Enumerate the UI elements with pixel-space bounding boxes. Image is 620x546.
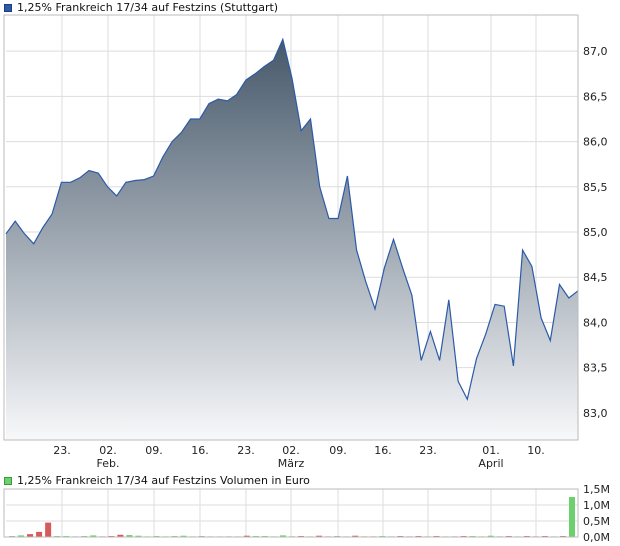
price-x-tick-label: 23. xyxy=(53,444,71,457)
price-y-tick-label: 83,0 xyxy=(583,407,608,420)
price-area-group xyxy=(5,37,579,441)
volume-legend: 1,25% Frankreich 17/34 auf Festzins Volu… xyxy=(4,474,310,487)
volume-bar xyxy=(90,535,97,537)
price-legend-swatch-icon xyxy=(4,3,12,12)
volume-bar xyxy=(135,535,142,537)
price-x-tick-label: 09. xyxy=(145,444,163,457)
volume-bar xyxy=(27,534,34,537)
volume-bar xyxy=(45,522,52,537)
volume-y-tick-label: 1,0M xyxy=(583,499,610,512)
price-y-tick-label: 84,5 xyxy=(583,271,608,284)
price-frame-rect xyxy=(3,14,579,441)
price-x-month-label: Feb. xyxy=(97,457,120,470)
price-y-tick-label: 84,0 xyxy=(583,316,608,329)
price-plot-frame xyxy=(3,14,579,441)
price-x-month-label: März xyxy=(278,457,305,470)
volume-chart-title: 1,25% Frankreich 17/34 auf Festzins Volu… xyxy=(17,474,310,487)
volume-bar xyxy=(180,535,187,537)
price-y-tick-label: 86,0 xyxy=(583,136,608,149)
volume-bar xyxy=(117,534,124,537)
price-x-tick-label: 16. xyxy=(191,444,209,457)
volume-bar xyxy=(18,535,25,537)
price-legend: 1,25% Frankreich 17/34 auf Festzins (Stu… xyxy=(4,1,278,14)
volume-bar xyxy=(126,535,133,537)
volume-grid xyxy=(6,488,578,537)
volume-bars xyxy=(9,497,575,538)
price-y-tick-label: 86,5 xyxy=(583,90,608,103)
volume-y-tick-label: 0,5M xyxy=(583,515,610,528)
volume-bar xyxy=(36,531,43,537)
volume-bar xyxy=(487,535,494,537)
volume-y-axis: 1,5M 1,0M 0,5M 0,0M xyxy=(583,483,610,544)
price-x-tick-label: 23. xyxy=(419,444,437,457)
volume-y-tick-label: 1,5M xyxy=(583,483,610,496)
volume-y-tick-label: 0,0M xyxy=(583,531,610,544)
volume-bar xyxy=(279,535,286,537)
volume-plot-frame xyxy=(3,488,579,538)
price-y-axis: 83,0 83,5 84,0 84,5 85,0 85,5 86,0 86,5 87,0 xyxy=(583,45,608,420)
price-y-tick-label: 85,0 xyxy=(583,226,608,239)
volume-bar xyxy=(352,535,359,537)
price-chart-title: 1,25% Frankreich 17/34 auf Festzins (Stu… xyxy=(17,1,279,14)
volume-legend-swatch-icon xyxy=(4,476,12,485)
volume-bar xyxy=(243,535,250,537)
price-area-fill xyxy=(6,39,578,441)
price-y-tick-label: 85,5 xyxy=(583,181,608,194)
volume-frame-rect xyxy=(3,488,579,538)
price-x-tick-label: 16. xyxy=(374,444,392,457)
price-x-tick-label: 02. xyxy=(282,444,300,457)
price-x-tick-label: 10. xyxy=(527,444,545,457)
price-x-tick-label: 09. xyxy=(329,444,347,457)
price-y-tick-label: 87,0 xyxy=(583,45,608,58)
price-x-tick-label: 23. xyxy=(237,444,255,457)
price-series-line xyxy=(5,37,579,402)
price-x-tick-label: 02. xyxy=(99,444,117,457)
price-x-tick-label: 01. xyxy=(482,444,500,457)
volume-bar xyxy=(569,497,575,537)
price-y-tick-label: 83,5 xyxy=(583,362,608,375)
price-x-month-label: April xyxy=(478,457,503,470)
volume-bar xyxy=(316,535,323,537)
